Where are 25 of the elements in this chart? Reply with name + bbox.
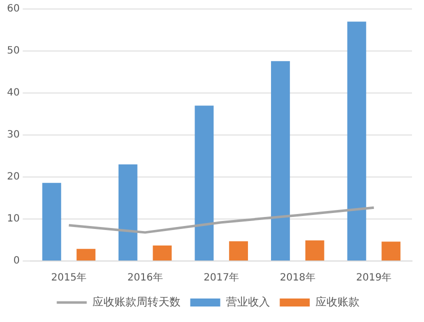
x-tick-label: 2016年	[127, 272, 163, 284]
y-tick-label: 30	[6, 130, 20, 141]
bar	[76, 248, 96, 260]
legend-label: 应收账款	[315, 295, 360, 308]
bar	[382, 242, 400, 260]
x-tick-label: 2015年	[51, 272, 87, 284]
legend-label: 应收账款周转天数	[92, 295, 180, 308]
y-tick-label: 10	[6, 214, 20, 225]
bar	[152, 245, 172, 260]
y-tick-label: 50	[6, 46, 20, 57]
x-tick-label: 2017年	[204, 272, 240, 284]
bar	[305, 240, 324, 260]
bar	[271, 61, 290, 260]
bar	[118, 164, 138, 260]
bar	[42, 182, 62, 260]
y-tick-label: 0	[13, 256, 20, 267]
x-tick-label: 2018年	[280, 272, 316, 284]
bar	[194, 106, 214, 260]
y-tick-label: 40	[6, 88, 20, 99]
y-tick-label: 60	[6, 4, 20, 15]
legend-label: 营业收入	[226, 295, 270, 308]
x-tick-label: 2019年	[356, 272, 392, 284]
bar	[229, 241, 248, 260]
y-tick-label: 20	[6, 172, 20, 183]
bar	[347, 22, 366, 260]
